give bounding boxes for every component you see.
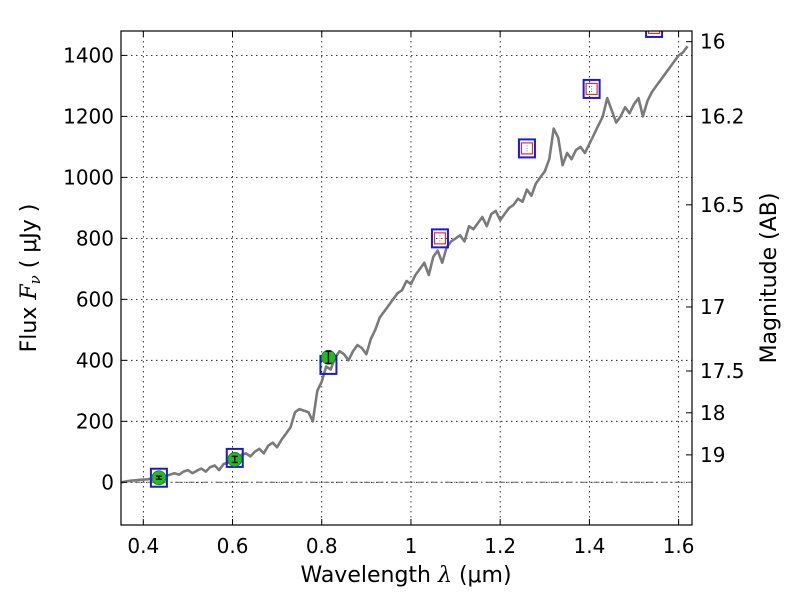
y-tick-label: 800 xyxy=(76,226,114,250)
y-axis-ticks: 0 200 400 600 800 1000 1200 1400 xyxy=(63,43,127,494)
model-photometry-square xyxy=(149,467,168,488)
y-axis-subscript: ν xyxy=(26,275,44,284)
y-tick-label: 1200 xyxy=(63,104,114,128)
y-tick-label: 600 xyxy=(76,287,114,311)
right-axis-ticks: 16 16.2 16.5 17 17.5 18 19 xyxy=(686,30,745,467)
model-photometry-square xyxy=(582,78,601,99)
x-tick-label: 0.4 xyxy=(127,534,159,558)
right-tick-label: 19 xyxy=(700,443,725,467)
right-tick-label: 16 xyxy=(700,30,725,54)
x-tick-label: 1.6 xyxy=(663,534,695,558)
upper-limit-marker xyxy=(585,82,598,96)
y-tick-label: 1400 xyxy=(63,43,114,67)
plot-frame xyxy=(120,30,693,526)
upper-limit-marker xyxy=(647,31,661,35)
model-photometry-square xyxy=(645,31,664,38)
right-tick-label: 16.5 xyxy=(700,193,745,217)
x-axis-ticks: 0.4 0.6 0.8 1 1.2 1.4 1.6 xyxy=(127,31,695,558)
model-photometry-square xyxy=(430,228,449,249)
x-axis-label: Wavelength λ (μm) xyxy=(300,563,511,588)
y-axis-symbol: F xyxy=(17,284,42,301)
y-tick-label: 0 xyxy=(101,470,114,494)
x-axis-symbol: λ xyxy=(437,563,452,588)
spectrum-line xyxy=(121,45,689,484)
right-tick-label: 17 xyxy=(700,295,725,319)
right-tick-label: 17.5 xyxy=(700,359,745,383)
grid-lines xyxy=(121,31,692,525)
right-tick-label: 16.2 xyxy=(700,104,745,128)
x-tick-label: 1 xyxy=(405,534,418,558)
x-tick-label: 1.4 xyxy=(573,534,605,558)
x-tick-label: 1.2 xyxy=(484,534,516,558)
plot-area xyxy=(121,45,692,484)
right-tick-label: 18 xyxy=(700,401,725,425)
model-photometry-square xyxy=(517,138,536,159)
data-markers xyxy=(149,31,664,488)
model-photometry-square xyxy=(225,447,244,468)
x-tick-label: 0.6 xyxy=(217,534,249,558)
y-tick-label: 400 xyxy=(76,348,114,372)
right-axis-label: Magnitude (AB) xyxy=(757,193,782,364)
y-tick-label: 1000 xyxy=(63,165,114,189)
upper-limit-marker xyxy=(520,142,534,155)
y-tick-label: 200 xyxy=(76,409,114,433)
x-tick-label: 0.8 xyxy=(306,534,338,558)
upper-limit-marker xyxy=(433,232,447,245)
y-axis-label: Flux Fν ( μJy ) xyxy=(17,204,44,353)
